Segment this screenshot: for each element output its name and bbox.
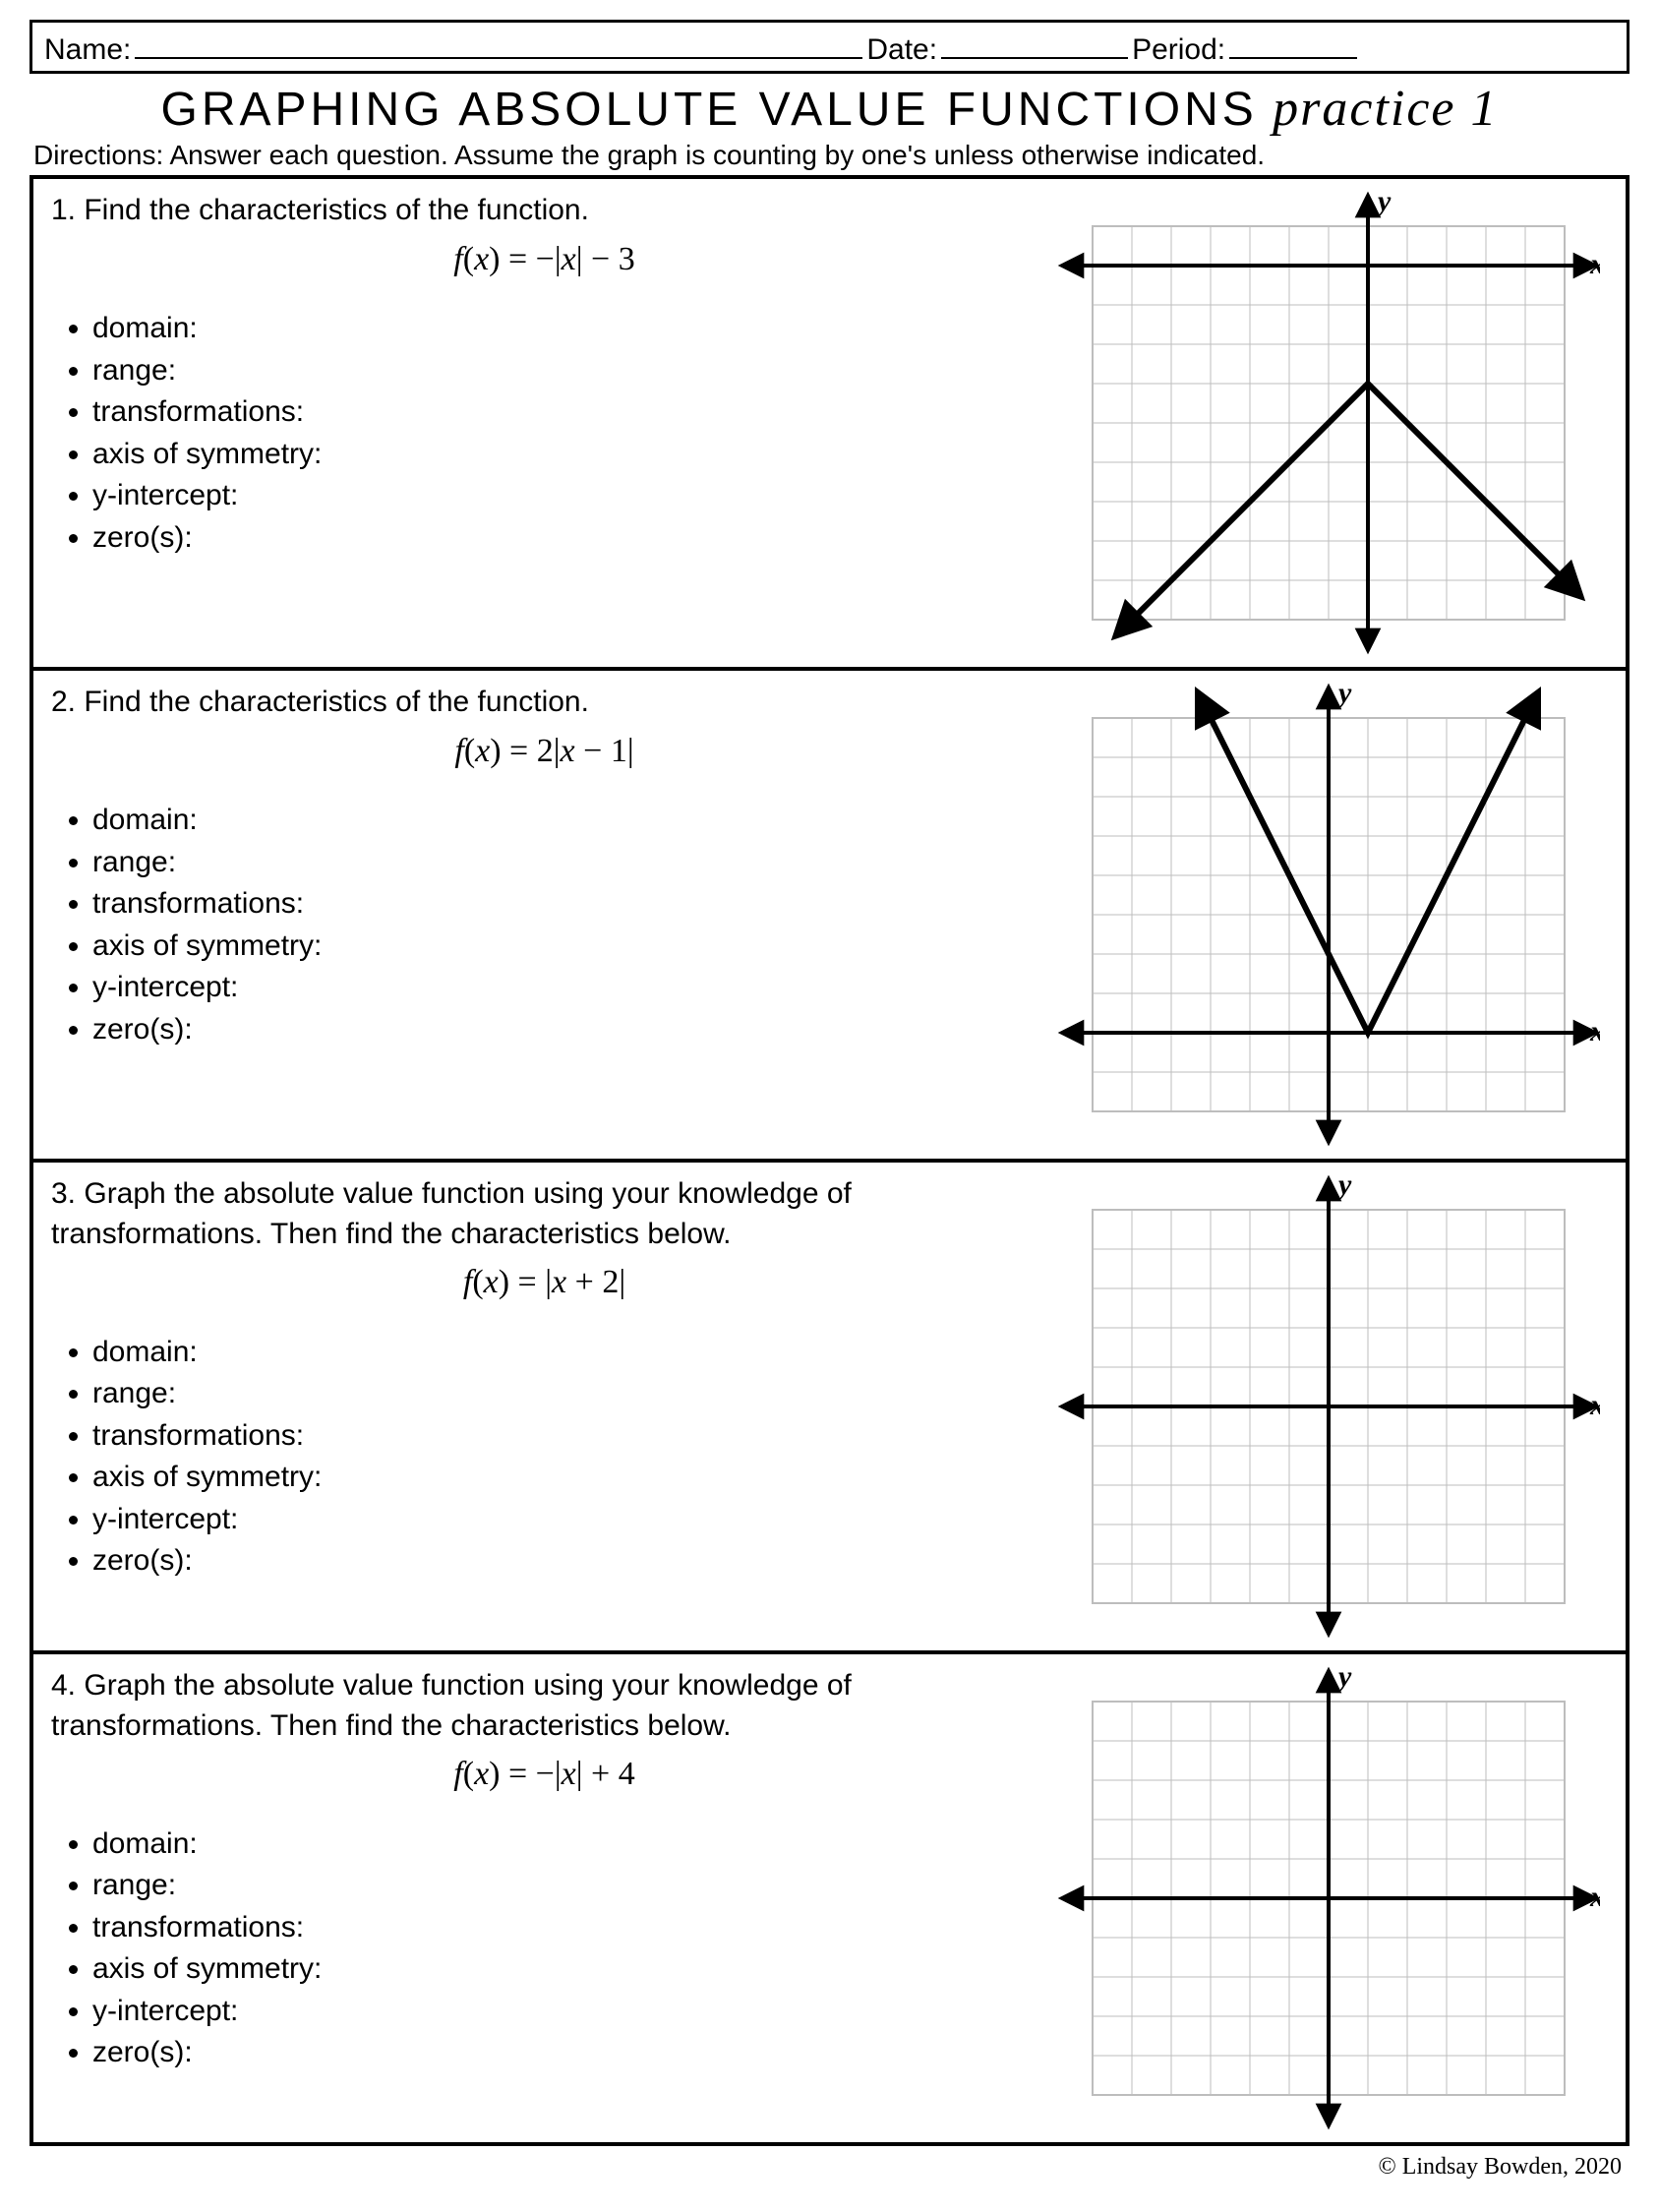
problem-prompt: 3. Graph the absolute value function usi… — [51, 1174, 1037, 1254]
directions: Directions: Answer each question. Assume… — [33, 140, 1626, 171]
characteristic-item: zero(s): — [92, 2033, 1037, 2073]
title-main: GRAPHING ABSOLUTE VALUE FUNCTIONS — [160, 84, 1257, 136]
problems-container: 1. Find the characteristics of the funct… — [30, 175, 1629, 2146]
characteristic-item: y-intercept: — [92, 476, 1037, 516]
equation: f(x) = −|x| − 3 — [51, 237, 1037, 282]
characteristic-item: y-intercept: — [92, 1500, 1037, 1540]
characteristic-item: zero(s): — [92, 1541, 1037, 1582]
name-label: Name: — [44, 33, 131, 67]
characteristics-list: domain:range:transformations:axis of sym… — [51, 1824, 1037, 2073]
y-axis-label: y — [1375, 191, 1392, 217]
coordinate-grid: xy — [1057, 683, 1600, 1147]
characteristic-item: y-intercept: — [92, 1992, 1037, 2032]
coordinate-grid: xy — [1057, 191, 1600, 655]
header-box: Name: Date: Period: — [30, 20, 1629, 74]
characteristic-item: domain: — [92, 1824, 1037, 1865]
period-label: Period: — [1132, 33, 1225, 67]
characteristic-item: axis of symmetry: — [92, 1458, 1037, 1498]
title-script: practice 1 — [1273, 81, 1498, 137]
characteristic-item: transformations: — [92, 392, 1037, 433]
characteristic-item: zero(s): — [92, 518, 1037, 559]
characteristics-list: domain:range:transformations:axis of sym… — [51, 1333, 1037, 1582]
graph-area: xy — [1057, 1666, 1608, 2130]
characteristic-item: domain: — [92, 801, 1037, 841]
page-title: GRAPHING ABSOLUTE VALUE FUNCTIONS practi… — [30, 80, 1629, 138]
problem-text: 3. Graph the absolute value function usi… — [51, 1174, 1037, 1639]
equation: f(x) = |x + 2| — [51, 1260, 1037, 1305]
x-axis-label: x — [1589, 1015, 1600, 1047]
name-line[interactable] — [135, 27, 862, 59]
problem-2: 2. Find the characteristics of the funct… — [33, 671, 1626, 1163]
problem-text: 2. Find the characteristics of the funct… — [51, 683, 1037, 1147]
characteristics-list: domain:range:transformations:axis of sym… — [51, 309, 1037, 558]
y-axis-label: y — [1335, 1666, 1352, 1693]
characteristic-item: y-intercept: — [92, 968, 1037, 1008]
problem-prompt: 4. Graph the absolute value function usi… — [51, 1666, 1037, 1746]
graph-area: xy — [1057, 191, 1608, 655]
graph-area: xy — [1057, 683, 1608, 1147]
characteristic-item: axis of symmetry: — [92, 1949, 1037, 1990]
function-curve — [1125, 384, 1571, 627]
problem-1: 1. Find the characteristics of the funct… — [33, 179, 1626, 671]
characteristic-item: domain: — [92, 309, 1037, 349]
problem-3: 3. Graph the absolute value function usi… — [33, 1163, 1626, 1654]
problem-text: 1. Find the characteristics of the funct… — [51, 191, 1037, 655]
date-label: Date: — [866, 33, 937, 67]
characteristic-item: domain: — [92, 1333, 1037, 1373]
problem-prompt: 1. Find the characteristics of the funct… — [51, 191, 1037, 231]
equation: f(x) = −|x| + 4 — [51, 1752, 1037, 1797]
characteristics-list: domain:range:transformations:axis of sym… — [51, 801, 1037, 1049]
characteristic-item: range: — [92, 351, 1037, 391]
coordinate-grid: xy — [1057, 1666, 1600, 2130]
characteristic-item: range: — [92, 1866, 1037, 1906]
characteristic-item: transformations: — [92, 1908, 1037, 1948]
period-line[interactable] — [1229, 27, 1357, 59]
characteristic-item: zero(s): — [92, 1010, 1037, 1050]
characteristic-item: transformations: — [92, 1416, 1037, 1457]
problem-text: 4. Graph the absolute value function usi… — [51, 1666, 1037, 2130]
y-axis-label: y — [1335, 683, 1352, 709]
x-axis-label: x — [1589, 248, 1600, 280]
y-axis-label: y — [1335, 1174, 1352, 1201]
equation: f(x) = 2|x − 1| — [51, 729, 1037, 774]
characteristic-item: range: — [92, 1374, 1037, 1414]
x-axis-label: x — [1589, 1389, 1600, 1421]
footer-copyright: © Lindsay Bowden, 2020 — [30, 2154, 1629, 2181]
characteristic-item: range: — [92, 843, 1037, 883]
problem-prompt: 2. Find the characteristics of the funct… — [51, 683, 1037, 723]
characteristic-item: axis of symmetry: — [92, 435, 1037, 475]
coordinate-grid: xy — [1057, 1174, 1600, 1639]
graph-area: xy — [1057, 1174, 1608, 1639]
characteristic-item: transformations: — [92, 884, 1037, 925]
problem-4: 4. Graph the absolute value function usi… — [33, 1654, 1626, 2142]
x-axis-label: x — [1589, 1881, 1600, 1913]
date-line[interactable] — [941, 27, 1128, 59]
characteristic-item: axis of symmetry: — [92, 927, 1037, 967]
